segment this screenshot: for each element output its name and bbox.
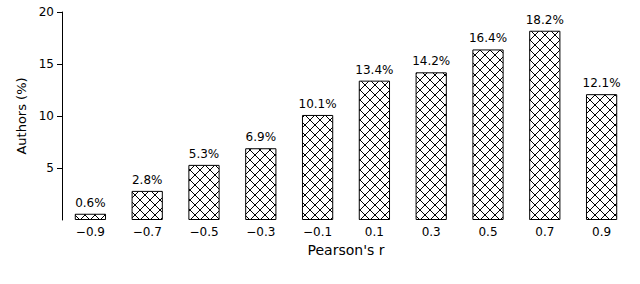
svg-text:5: 5 — [46, 161, 54, 175]
svg-text:18.2%: 18.2% — [526, 13, 564, 27]
svg-text:0.7: 0.7 — [535, 225, 554, 239]
svg-text:Authors (%): Authors (%) — [14, 77, 29, 154]
svg-text:10.1%: 10.1% — [299, 97, 337, 111]
svg-text:15: 15 — [39, 57, 54, 71]
svg-text:−0.5: −0.5 — [189, 225, 218, 239]
svg-text:5.3%: 5.3% — [189, 147, 220, 161]
svg-text:0.1: 0.1 — [365, 225, 384, 239]
svg-text:0.9: 0.9 — [592, 225, 611, 239]
svg-text:0.5: 0.5 — [478, 225, 497, 239]
svg-text:−0.3: −0.3 — [246, 225, 275, 239]
svg-text:20: 20 — [39, 5, 54, 19]
svg-text:Pearson's r: Pearson's r — [308, 242, 385, 258]
svg-text:−0.1: −0.1 — [303, 225, 332, 239]
svg-text:6.9%: 6.9% — [246, 130, 277, 144]
svg-text:14.2%: 14.2% — [412, 54, 450, 68]
svg-text:0.3: 0.3 — [422, 225, 441, 239]
svg-text:−0.9: −0.9 — [76, 225, 105, 239]
svg-text:16.4%: 16.4% — [469, 31, 507, 45]
svg-text:12.1%: 12.1% — [583, 76, 621, 90]
svg-text:−0.7: −0.7 — [133, 225, 162, 239]
svg-text:10: 10 — [39, 109, 54, 123]
svg-text:0.6%: 0.6% — [75, 196, 106, 210]
svg-text:13.4%: 13.4% — [355, 63, 393, 77]
svg-text:2.8%: 2.8% — [132, 173, 163, 187]
